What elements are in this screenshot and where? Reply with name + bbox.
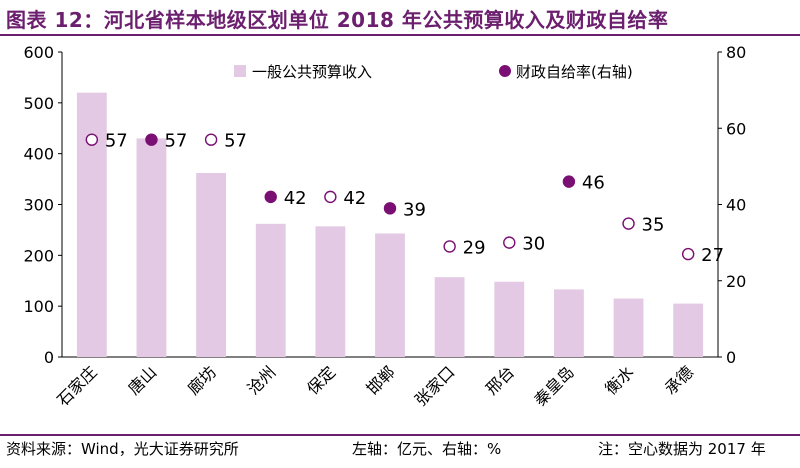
category-label: 保定 — [303, 362, 339, 398]
right-tick-label: 40 — [726, 196, 746, 215]
left-tick-label: 100 — [23, 297, 54, 316]
legend-bar-swatch — [234, 65, 246, 77]
right-tick-label: 80 — [726, 43, 746, 62]
marker-filled — [145, 133, 158, 146]
data-label: 30 — [522, 234, 545, 255]
marker-filled — [383, 202, 397, 215]
marker-hollow — [204, 133, 218, 146]
marker-hollow — [324, 190, 337, 204]
left-tick-label: 0 — [44, 348, 54, 367]
bar — [255, 223, 286, 357]
marker-hollow — [85, 133, 99, 146]
legend-marker-label: 财政自给率(右轴) — [516, 63, 633, 81]
legend-bar-label: 一般公共预算收入 — [252, 63, 372, 81]
chart: 0 100 200 300 400 500 600 0 20 40 60 80 57 57 57 42 42 39… — [23, 43, 746, 410]
left-tick-label: 400 — [23, 145, 54, 164]
left-tick-label: 600 — [23, 43, 54, 62]
category-label: 衡水 — [601, 362, 637, 398]
marker-filled — [264, 190, 277, 204]
category-label: 张家口 — [411, 362, 458, 409]
category-label: 承德 — [661, 362, 697, 398]
marker-filled — [562, 175, 576, 188]
left-tick-label: 200 — [23, 246, 54, 265]
bar — [76, 92, 107, 358]
data-label: 27 — [701, 245, 724, 266]
category-label: 唐山 — [124, 362, 160, 398]
data-label: 57 — [224, 131, 247, 152]
bar — [315, 226, 346, 357]
title-divider — [0, 34, 800, 36]
data-label: 57 — [105, 131, 128, 152]
right-tick-label: 60 — [726, 119, 746, 138]
legend-marker-swatch — [499, 65, 511, 77]
data-label: 46 — [582, 173, 605, 194]
category-label: 廊坊 — [184, 362, 220, 398]
bar — [434, 277, 465, 357]
right-tick-label: 20 — [726, 272, 746, 291]
bar — [494, 281, 525, 357]
data-label: 29 — [463, 237, 486, 258]
axes-unit-note: 左轴：亿元、右轴：% — [352, 440, 502, 458]
category-label: 沧州 — [243, 362, 279, 398]
bar — [136, 138, 167, 357]
category-label: 邯郸 — [363, 362, 399, 398]
page-title: 图表 12：河北省样本地级区划单位 2018 年公共预算收入及财政自给率 — [6, 8, 669, 32]
data-label: 35 — [642, 215, 665, 236]
marker-hollow — [622, 217, 635, 230]
left-tick-label: 500 — [23, 94, 54, 113]
bar — [673, 303, 704, 357]
right-tick-label: 0 — [726, 348, 736, 367]
left-tick-label: 300 — [23, 196, 54, 215]
footer-divider — [0, 434, 800, 436]
marker-hollow — [443, 240, 456, 253]
marker-hollow — [681, 247, 695, 261]
bar — [613, 298, 644, 357]
data-label: 42 — [284, 188, 307, 209]
category-label: 石家庄 — [53, 362, 100, 409]
bar — [196, 172, 226, 357]
hollow-data-note: 注：空心数据为 2017 年 — [598, 440, 766, 458]
category-label: 邢台 — [482, 362, 518, 398]
category-label: 秦皇岛 — [530, 362, 577, 409]
bar — [554, 289, 584, 357]
data-label: 39 — [403, 199, 426, 220]
bar — [375, 233, 405, 357]
source-note: 资料来源：Wind，光大证券研究所 — [6, 440, 239, 458]
data-label: 57 — [164, 131, 187, 152]
marker-hollow — [503, 236, 516, 249]
data-label: 42 — [343, 188, 366, 209]
